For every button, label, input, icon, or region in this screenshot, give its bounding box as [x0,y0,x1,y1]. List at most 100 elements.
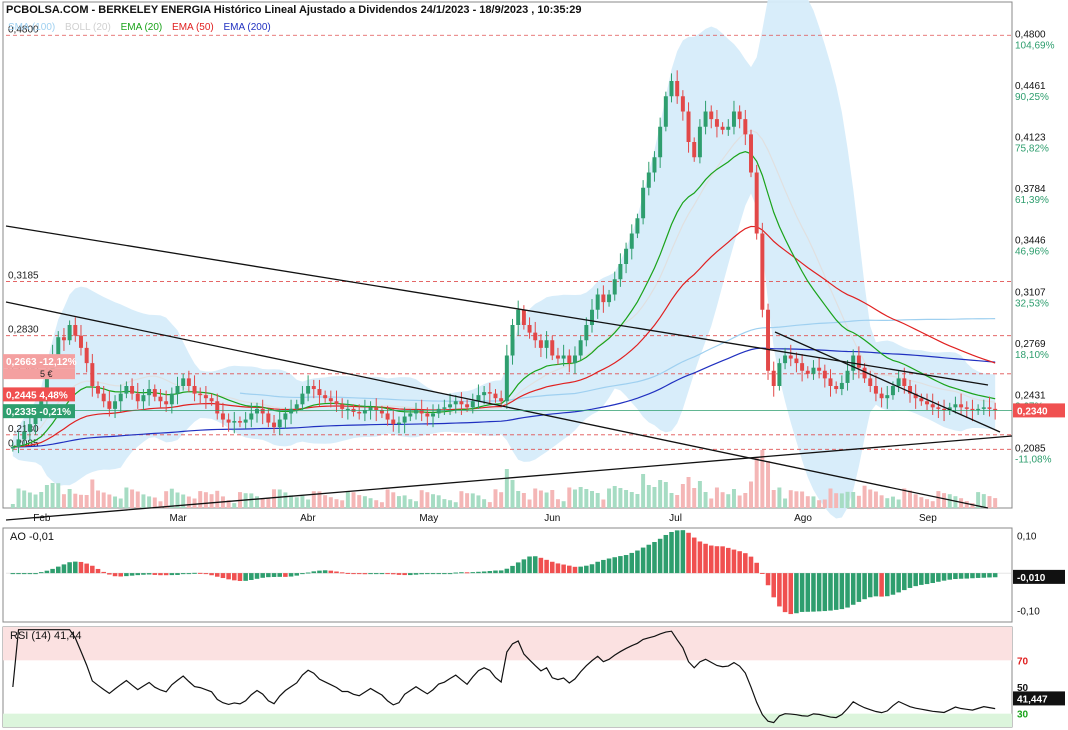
candle [925,393,930,411]
candle [538,334,543,358]
candle-body [164,401,169,405]
volume-bar [930,501,935,508]
candle [612,271,617,301]
candle [516,300,521,336]
candle-body [538,340,543,348]
ao-bar [879,573,884,597]
candle [862,363,867,383]
volume-bar [981,494,986,508]
volume-bar [873,491,878,508]
candle-body [987,407,992,409]
candle [845,360,850,391]
ao-bar [254,573,260,579]
ao-bar [464,572,470,574]
candle [334,390,339,412]
ao-bar [220,573,226,579]
ao-bar [95,568,101,574]
candle [885,386,890,409]
candle-body [976,408,981,411]
volume-bar [16,488,21,508]
candle-body [226,419,231,423]
ao-bar [413,573,419,575]
ao-bar [578,566,583,574]
ao-bar [294,573,300,576]
candle [959,393,964,415]
candle-body [959,404,964,408]
candle [760,222,765,318]
volume-bar [686,477,691,508]
volume-bar [925,499,930,508]
candle [737,105,742,129]
volume-bar [272,489,277,508]
volume-bar [10,504,15,508]
candle [743,109,748,146]
volume-bar [56,483,61,508]
ao-bar [714,546,720,574]
y-tick-label: 0,3784 [1015,184,1046,195]
candle [731,100,736,135]
candle [67,320,72,345]
candle-body [402,416,407,423]
candle-body [601,294,606,303]
volume-bar [629,492,634,508]
volume-bar [476,495,481,508]
ao-bar [146,573,152,575]
volume-bar [232,503,237,508]
candle [442,399,447,415]
rsi-y-tick: 70 [1017,656,1029,667]
volume-bar [39,492,44,508]
volume-bar [385,489,390,508]
candle-body [255,408,259,414]
volume-bar [147,496,152,508]
candle [141,389,146,411]
candle [919,393,924,406]
ao-bar [169,573,175,576]
candle-body [669,81,674,97]
ao-bar [317,570,322,574]
candle [459,392,464,415]
y-tick-pct: 75,82% [1015,143,1049,154]
candle-body [10,447,15,449]
price-tag-value: 0,2663 -12,12% [6,357,77,368]
candle [169,387,174,414]
candle-body [152,389,157,397]
rsi-line [12,629,996,724]
volume-bar [618,488,623,508]
candle-body [697,126,702,158]
candle-body [686,111,691,142]
volume-bar [885,498,890,508]
candle-body [839,382,844,390]
volume-bar [323,495,328,508]
ao-bar [385,573,390,575]
volume-bar [209,494,214,508]
candle [465,399,470,412]
ao-bar [657,538,663,574]
x-tick-label: May [419,513,438,524]
volume-bar [788,490,793,508]
candle [130,378,135,400]
ao-bar [953,573,958,580]
ao-last-badge [1013,569,1065,584]
candle [101,386,106,408]
volume-bar [533,488,538,508]
volume-bar [839,493,844,508]
volume-bar [959,498,964,508]
candle-body [726,126,731,130]
candle-body [22,431,27,440]
ao-bar [436,573,441,575]
candle [993,402,998,420]
candle [152,384,157,402]
ao-bar [459,572,464,574]
candle [113,395,118,419]
candle [27,418,32,441]
price-tag-box [3,387,75,402]
volume-bar [641,474,646,508]
ao-bar [936,573,941,582]
volume-bar [459,491,464,508]
candle [317,379,322,406]
volume-bar [499,492,504,508]
candle-body [328,398,333,402]
candle-body [805,370,810,374]
candle-body [760,233,765,310]
candle [635,213,640,239]
